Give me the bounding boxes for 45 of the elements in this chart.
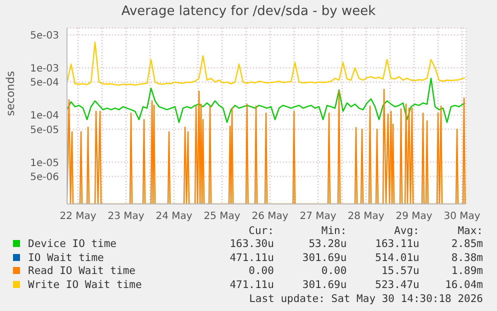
text: 471.11u: [228, 252, 274, 266]
x-tick-label: 30 May: [444, 211, 480, 222]
text: Last update: Sat May 30 14:30:18 2026: [248, 292, 483, 305]
chart-title: Average latency for /dev/sda - by week: [120, 3, 377, 21]
x-tick-label: 22 May: [60, 211, 96, 222]
y-axis-title: seconds: [4, 70, 17, 116]
x-tick-label: 29 May: [396, 211, 432, 222]
x-tick-label: 25 May: [204, 211, 240, 222]
x-tick-label: 27 May: [300, 211, 336, 222]
text: 0.00: [248, 265, 274, 280]
legend-label: IO Wait time: [27, 252, 105, 266]
text: Cur:: [248, 225, 274, 238]
text: 514.01u: [374, 252, 420, 266]
text: 301.69u: [301, 252, 347, 266]
text: 53.28u: [308, 238, 347, 252]
text: Max:: [456, 225, 483, 238]
text: 163.30u: [228, 238, 274, 252]
text: 15.57u: [380, 265, 420, 280]
text: 1.89m: [450, 265, 483, 280]
y-tick-label: 5e-04: [30, 78, 59, 89]
legend-label: Read IO Wait time: [27, 265, 136, 280]
x-tick-label: 26 May: [252, 211, 288, 222]
line-series: [67, 78, 466, 123]
text: 16.04m: [444, 279, 483, 293]
x-tick-label: 24 May: [156, 211, 192, 222]
text: Min:: [320, 225, 347, 238]
text: 471.11u: [228, 279, 274, 293]
y-tick-label: 5e-06: [30, 172, 59, 183]
text: 523.47u: [374, 279, 420, 293]
text: 0.00: [320, 265, 347, 280]
legend-label: Device IO time: [27, 238, 118, 252]
y-tick-label: 5e-03: [30, 30, 59, 42]
y-tick-label: 1e-04: [30, 110, 59, 122]
text: 163.11u: [374, 238, 420, 252]
text: 8.38m: [450, 252, 483, 266]
y-tick-label: 1e-03: [30, 63, 59, 74]
line-series: [67, 42, 466, 86]
text: 301.69u: [301, 279, 347, 293]
y-tick-label: 5e-05: [30, 124, 59, 136]
x-tick-label: 23 May: [108, 211, 144, 222]
text: Avg:: [393, 225, 420, 238]
legend-label: Write IO Wait time: [27, 279, 143, 293]
y-tick-label: 1e-05: [30, 158, 59, 169]
x-tick-label: 28 May: [348, 211, 384, 222]
text: 2.85m: [450, 238, 483, 252]
